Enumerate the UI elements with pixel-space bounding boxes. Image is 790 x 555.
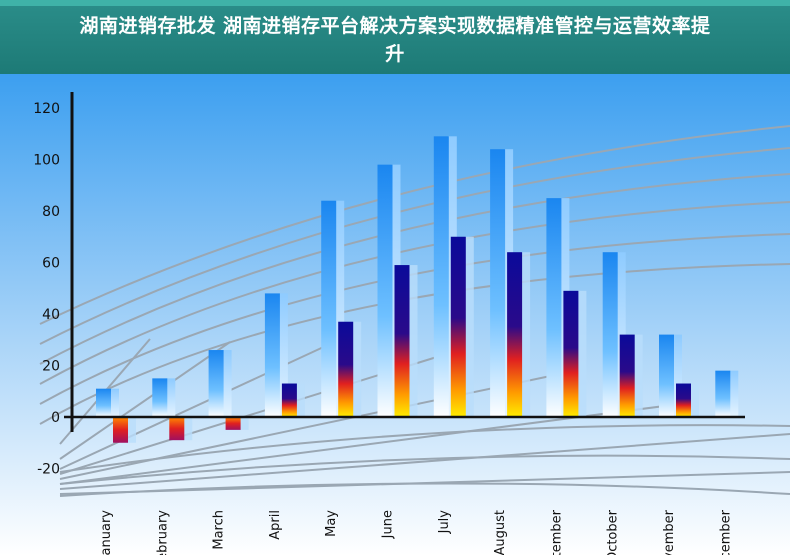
bar-series1 xyxy=(546,198,562,417)
chart-title: 湖南进销存批发 湖南进销存平台解决方案实现数据精准管控与运营效率提升 xyxy=(79,15,711,65)
y-tick-label: 40 xyxy=(42,307,60,323)
bar-series1 xyxy=(264,293,280,417)
grid-arc xyxy=(39,263,790,425)
bar-series2 xyxy=(169,417,185,441)
gridlines xyxy=(39,125,790,497)
y-tick-label: 80 xyxy=(42,204,60,220)
grid-floor xyxy=(59,424,790,473)
x-tick-label: June xyxy=(381,510,396,539)
bar-series2-side xyxy=(633,334,643,417)
bar-chart: 120 100 80 60 40 20 0 -20 January February March A… xyxy=(0,74,790,555)
bar-series1-side xyxy=(110,388,119,417)
bar-series1-side xyxy=(222,350,232,417)
x-tick-label: February xyxy=(155,510,170,555)
chart-header: 湖南进销存批发 湖南进销存平台解决方案实现数据精准管控与运营效率提升 xyxy=(0,0,790,74)
bar-series1 xyxy=(152,378,168,417)
bars-layer xyxy=(96,136,739,443)
bar-series2 xyxy=(225,417,241,430)
bar-series2-side xyxy=(295,383,305,417)
grid-radial xyxy=(59,355,441,475)
bar-series2 xyxy=(113,417,128,443)
bar-series2-side xyxy=(464,236,474,417)
x-tick-label: March xyxy=(212,510,227,550)
x-tick-label: November xyxy=(662,509,677,555)
bar-series1-side xyxy=(335,200,345,417)
bar-series2 xyxy=(281,383,297,417)
bar-series1 xyxy=(715,370,731,417)
x-tick-label: December xyxy=(718,509,733,555)
bar-series2-side xyxy=(239,417,249,430)
y-tick-label: 20 xyxy=(42,359,60,375)
chart-area: 120 100 80 60 40 20 0 -20 January February March A… xyxy=(0,74,790,555)
bar-series2 xyxy=(507,252,523,417)
bar-series2 xyxy=(394,265,410,417)
bar-series2 xyxy=(676,383,691,417)
bar-series1-side xyxy=(166,378,176,417)
grid-floor xyxy=(59,482,790,497)
bar-series1 xyxy=(659,334,674,417)
y-tick-label: 120 xyxy=(33,101,60,117)
bar-series1 xyxy=(377,164,393,417)
x-tick-label: September xyxy=(549,509,564,555)
bar-series1 xyxy=(208,350,224,417)
y-axis: 120 100 80 60 40 20 0 -20 xyxy=(33,92,745,478)
bar-series2-side xyxy=(408,265,418,417)
bar-series2 xyxy=(338,321,354,417)
y-tick-label: 60 xyxy=(42,256,60,272)
bar-series2-side xyxy=(127,417,136,443)
y-tick-label: 0 xyxy=(51,410,60,426)
bar-series2-side xyxy=(577,290,587,417)
bar-series1-side xyxy=(729,370,739,417)
grid-arc xyxy=(39,201,790,385)
x-axis-labels: January February March April May June July Augu… xyxy=(99,509,733,555)
bar-series1-side xyxy=(278,293,288,417)
grid-arc xyxy=(39,233,790,405)
bar-series2-side xyxy=(521,252,531,417)
x-tick-label: October xyxy=(606,509,621,555)
y-tick-label: 100 xyxy=(33,153,60,169)
bar-series1 xyxy=(321,200,337,417)
bar-series2-side xyxy=(690,383,699,417)
grid-radial xyxy=(59,341,231,460)
y-tick-label: -20 xyxy=(37,462,60,478)
bar-series2-side xyxy=(183,417,193,441)
bar-series1 xyxy=(490,149,506,417)
grid-radial xyxy=(59,433,790,490)
bar-series1 xyxy=(602,252,618,417)
bar-series1-side xyxy=(673,334,682,417)
x-tick-label: May xyxy=(324,510,339,537)
x-tick-label: April xyxy=(268,510,283,540)
bar-series2 xyxy=(563,290,579,417)
bar-series2-side xyxy=(352,321,362,417)
bar-series2 xyxy=(619,334,635,417)
grid-floor xyxy=(59,454,790,485)
bar-series2 xyxy=(450,236,466,417)
bar-series1 xyxy=(433,136,449,417)
x-tick-label: July xyxy=(437,510,452,535)
bar-series1 xyxy=(96,388,111,417)
x-tick-label: August xyxy=(493,510,508,555)
x-tick-label: January xyxy=(99,510,114,555)
